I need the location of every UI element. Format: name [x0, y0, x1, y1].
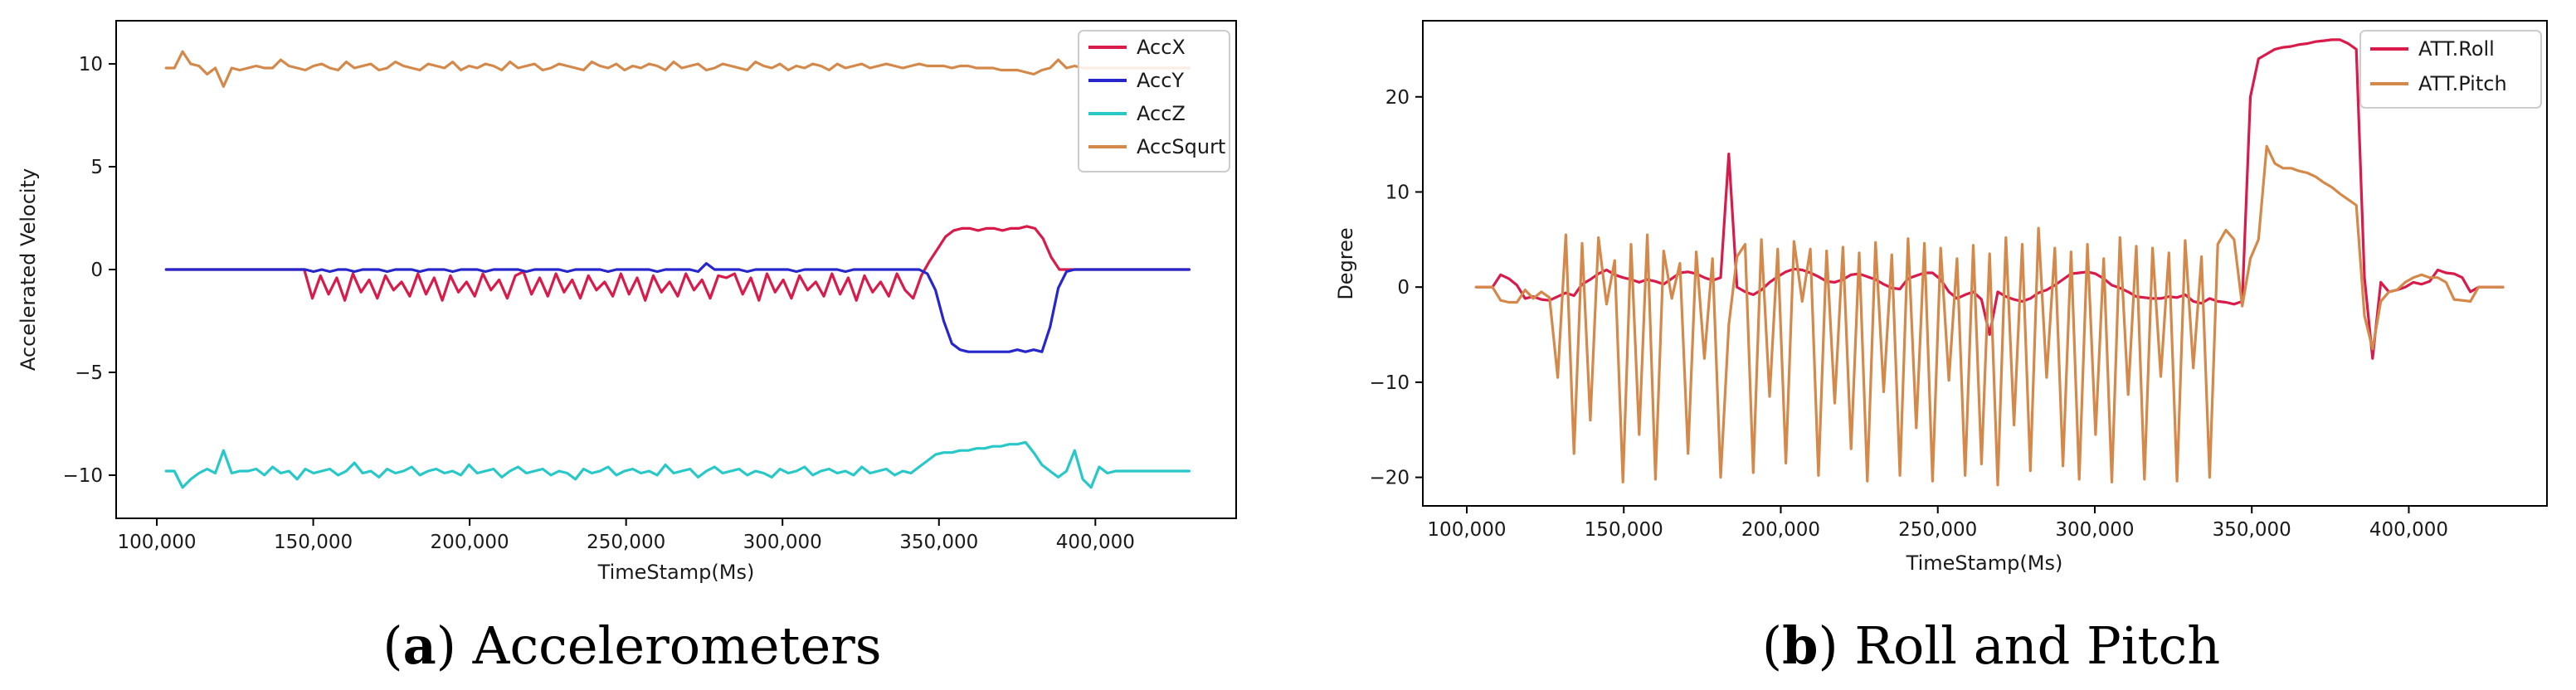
legend-label-roll: ATT.Roll: [2418, 37, 2495, 61]
series-line-att-roll: [1474, 38, 2505, 360]
x-axis-ticks: 100,000 150,000 200,000 250,000 300,000 350,0…: [1427, 506, 2448, 541]
y-tick-label: −10: [1369, 372, 1410, 394]
y-tick-label: 10: [1385, 182, 1410, 203]
legend: ATT.Roll ATT.Pitch: [2359, 30, 2542, 109]
y-tick-label: 0: [1397, 277, 1410, 299]
panel-a-caption-text: Accelerometers: [472, 615, 882, 676]
x-tick-label: 150,000: [274, 532, 353, 553]
series-line-accsqurt: [164, 50, 1191, 88]
x-tick-label: 100,000: [1427, 519, 1506, 541]
series-layer: [164, 50, 1191, 489]
y-tick-label: 5: [90, 157, 103, 178]
panel-b-caption: (b) Roll and Pitch: [1762, 615, 2220, 676]
legend-box: [1078, 30, 1230, 172]
x-tick-label: 400,000: [2369, 519, 2448, 541]
panel-a-letter: a: [403, 615, 436, 676]
x-tick-label: 350,000: [2213, 519, 2291, 541]
x-axis-label: TimeStamp(Ms): [597, 561, 755, 584]
x-tick-label: 400,000: [1056, 532, 1135, 553]
x-tick-label: 350,000: [899, 532, 978, 553]
x-axis-label: TimeStamp(Ms): [1906, 552, 2063, 575]
accelerometers-chart: 100,000 150,000 200,000 250,000 300,000 350,0…: [17, 20, 1237, 676]
x-tick-label: 250,000: [587, 532, 665, 553]
series-line-accy: [164, 262, 1191, 353]
x-tick-label: 250,000: [1898, 519, 1977, 541]
panel-b-letter: b: [1782, 615, 1818, 676]
legend-label-accy: AccY: [1137, 69, 1184, 92]
x-axis-ticks: 100,000 150,000 200,000 250,000 300,000 350,0…: [117, 518, 1135, 553]
series-layer: [1474, 38, 2505, 487]
series-line-att-pitch: [1474, 144, 2505, 487]
x-tick-label: 150,000: [1585, 519, 1663, 541]
plot-frame: [1422, 20, 2548, 507]
y-axis-label: Degree: [1334, 227, 1357, 299]
y-tick-label: 10: [79, 54, 103, 75]
y-tick-label: 20: [1385, 87, 1410, 109]
series-line-accx: [164, 225, 1191, 302]
legend-label-accsqurt: AccSqurt: [1137, 135, 1225, 158]
x-tick-label: 200,000: [1741, 519, 1820, 541]
legend-label-accz: AccZ: [1137, 102, 1186, 125]
panel-b-caption-text: Roll and Pitch: [1854, 615, 2220, 676]
panel-a-caption: (a) Accelerometers: [382, 615, 881, 676]
y-tick-label: −20: [1369, 468, 1410, 489]
legend: AccX AccY AccZ AccSqurt: [1078, 30, 1230, 172]
y-axis-label: Accelerated Velocity: [17, 168, 40, 371]
y-tick-label: 0: [90, 260, 103, 281]
legend-label-accx: AccX: [1137, 36, 1186, 59]
y-tick-label: −10: [62, 465, 103, 487]
x-tick-label: 200,000: [431, 532, 509, 553]
y-axis-ticks: 10 5 0 −5 −10: [62, 54, 116, 487]
x-tick-label: 100,000: [117, 532, 196, 553]
y-axis-ticks: 20 10 0 −10 −20: [1369, 87, 1423, 489]
x-tick-label: 300,000: [2055, 519, 2134, 541]
series-line-accz: [164, 440, 1191, 489]
legend-label-pitch: ATT.Pitch: [2418, 72, 2507, 95]
roll-pitch-chart: 100,000 150,000 200,000 250,000 300,000 350,0…: [1334, 20, 2548, 676]
x-tick-label: 300,000: [743, 532, 822, 553]
y-tick-label: −5: [75, 362, 103, 384]
